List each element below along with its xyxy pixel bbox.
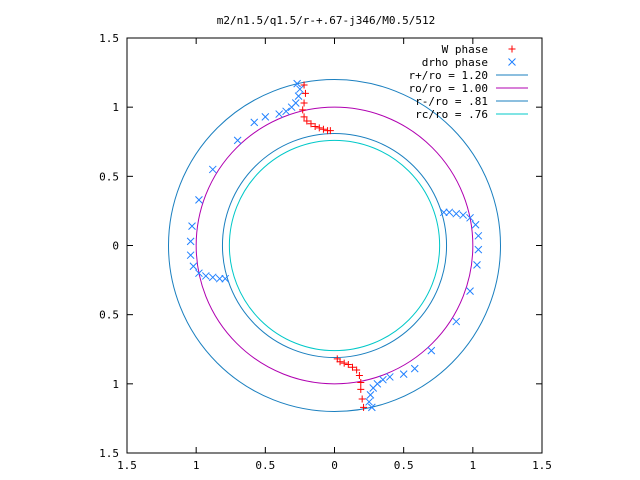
drho-phase-point — [189, 262, 198, 271]
w-phase-point — [333, 355, 341, 363]
y-tick-label: 0 — [112, 240, 119, 253]
data-points — [186, 79, 483, 412]
drho-phase-point — [287, 103, 296, 112]
drho-phase-point — [188, 222, 196, 230]
y-tick-label: 0.5 — [99, 170, 119, 183]
legend-marker — [508, 45, 516, 53]
w-phase-point — [340, 359, 348, 367]
drho-phase-point — [379, 375, 387, 384]
drho-phase-point — [452, 317, 461, 326]
w-phase-point — [299, 106, 307, 114]
drho-phase-point — [195, 195, 203, 204]
drho-phase-point — [282, 107, 290, 116]
w-phase-point — [301, 89, 309, 97]
w-phase-point — [315, 124, 323, 132]
w-phase-point — [300, 81, 308, 89]
legend-label: W phase — [442, 43, 488, 56]
drho-phase-point — [293, 79, 302, 88]
y-tick-label: 1 — [112, 378, 119, 391]
legend-label: r+/ro = 1.20 — [409, 69, 488, 82]
legend-label: ro/ro = 1.00 — [409, 82, 488, 95]
w-phase-point — [357, 378, 365, 386]
x-tick-label: 0.5 — [255, 459, 275, 472]
drho-phase-point — [275, 110, 284, 118]
drho-phase-point — [373, 379, 382, 388]
drho-phase-point — [186, 237, 195, 246]
x-tick-label: 1 — [470, 459, 477, 472]
drho-phase-point — [366, 391, 375, 399]
w-phase-point — [358, 395, 366, 403]
y-tick-label: 1 — [112, 101, 119, 114]
w-phase-point — [344, 360, 352, 368]
drho-phase-point — [294, 92, 303, 100]
w-phase-point — [303, 117, 311, 125]
drho-phase-point — [471, 220, 480, 229]
y-tick-label: 1.5 — [99, 32, 119, 45]
legend-label: rc/ro = .76 — [415, 108, 488, 121]
legend-label: drho phase — [422, 56, 488, 69]
w-phase-point — [326, 127, 334, 135]
drho-phase-point — [365, 397, 373, 406]
x-tick-label: 1 — [193, 459, 200, 472]
drho-phase-point — [474, 231, 483, 240]
w-phase-point — [319, 125, 327, 133]
drho-phase-point — [459, 211, 468, 219]
x-tick-label: 1.5 — [532, 459, 552, 472]
x-tick-label: 1.5 — [117, 459, 137, 472]
drho-phase-point — [186, 251, 195, 260]
w-phase-point — [307, 120, 315, 128]
drho-phase-point — [466, 287, 474, 296]
drho-phase-point — [261, 112, 270, 121]
w-phase-point — [360, 403, 368, 411]
x-tick-label: 0 — [331, 459, 338, 472]
drho-phase-point — [367, 403, 376, 412]
drho-phase-point — [410, 364, 419, 373]
w-phase-point — [300, 113, 308, 121]
drho-phase-point — [215, 274, 224, 283]
drho-phase-point — [208, 165, 217, 174]
drho-phase-point — [466, 213, 474, 222]
w-phase-point — [300, 99, 308, 107]
legend-marker — [508, 58, 516, 66]
w-phase-point — [348, 363, 356, 371]
w-phase-point — [357, 385, 365, 393]
drho-phase-point — [445, 208, 454, 217]
drho-phase-point — [473, 261, 481, 269]
w-phase-point — [311, 123, 319, 131]
drho-phase-point — [221, 274, 230, 283]
circle-2 — [221, 132, 448, 359]
y-tick-label: 1.5 — [99, 447, 119, 460]
drho-phase-point — [296, 85, 304, 94]
circle-3 — [228, 139, 441, 352]
w-phase-point — [355, 372, 363, 380]
drho-phase-point — [233, 136, 242, 145]
circle-0 — [168, 79, 501, 412]
legend-label: r-/ro = .81 — [415, 95, 488, 108]
x-tick-label: 0.5 — [394, 459, 414, 472]
circle-1 — [195, 106, 474, 385]
chart-title: m2/n1.5/q1.5/r-+.67-j346/M0.5/512 — [217, 14, 436, 27]
drho-phase-point — [195, 269, 203, 278]
drho-phase-point — [452, 209, 461, 218]
y-tick-label: 0.5 — [99, 309, 119, 322]
drho-phase-point — [427, 346, 436, 355]
drho-phase-point — [399, 370, 408, 379]
drho-phase-point — [201, 272, 210, 280]
axis-ticks: 1.5 1 0.5 0 0.5 1 1.51.510.500.511.5 — [99, 32, 552, 472]
drho-phase-point — [250, 118, 259, 127]
drho-phase-point — [385, 373, 394, 381]
drho-phase-point — [474, 245, 483, 254]
drho-phase-point — [439, 208, 448, 217]
reference-circles — [168, 79, 501, 412]
w-phase-point — [353, 366, 361, 374]
drho-phase-point — [208, 273, 217, 282]
